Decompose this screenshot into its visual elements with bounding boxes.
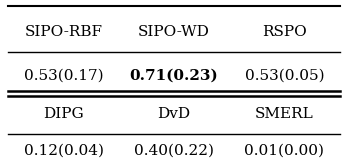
Text: 0.71(0.23): 0.71(0.23) [129,68,219,82]
Text: SMERL: SMERL [255,107,314,121]
Text: SIPO-RBF: SIPO-RBF [24,25,103,39]
Text: SIPO-WD: SIPO-WD [138,25,210,39]
Text: 0.40(0.22): 0.40(0.22) [134,144,214,158]
Text: 0.53(0.05): 0.53(0.05) [245,68,324,82]
Text: DvD: DvD [157,107,191,121]
Text: RSPO: RSPO [262,25,307,39]
Text: 0.53(0.17): 0.53(0.17) [24,68,103,82]
Text: 0.01(0.00): 0.01(0.00) [245,144,324,158]
Text: 0.12(0.04): 0.12(0.04) [24,144,103,158]
Text: DIPG: DIPG [43,107,84,121]
